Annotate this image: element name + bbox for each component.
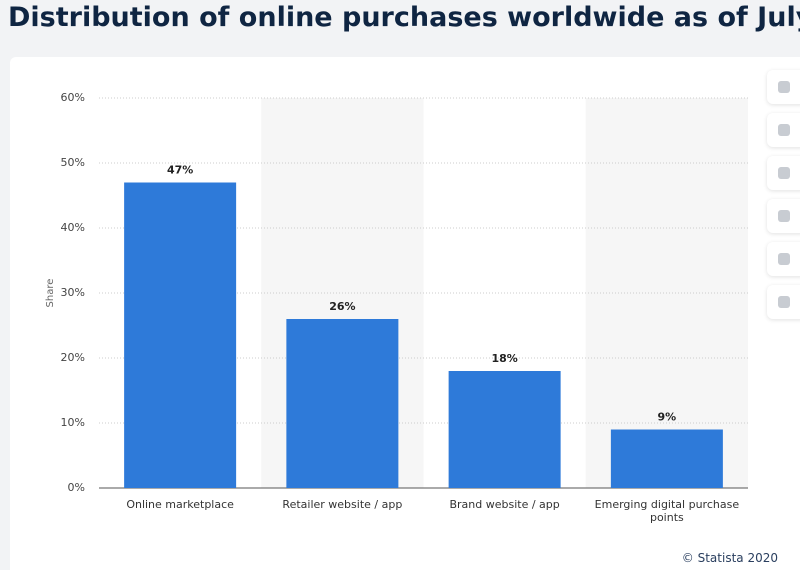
y-tick-label: 50% (61, 156, 85, 169)
y-tick-label: 30% (61, 286, 85, 299)
y-tick-label: 0% (68, 481, 85, 494)
data-label: 26% (329, 300, 355, 313)
data-label: 9% (658, 411, 677, 424)
y-tick-label: 10% (61, 416, 85, 429)
x-tick-label: Emerging digital purchase points (594, 498, 740, 524)
data-label: 47% (167, 164, 193, 177)
share-button[interactable] (767, 199, 800, 233)
bar (448, 371, 561, 488)
x-tick-label: Online marketplace (126, 498, 234, 511)
bar (286, 319, 399, 488)
bar (124, 182, 237, 488)
y-tick-label: 60% (61, 91, 85, 104)
x-tick-label: Brand website / app (449, 498, 560, 511)
source[interactable]: © Statista 2020 (681, 551, 778, 565)
data-label: 18% (491, 352, 517, 365)
cite-button[interactable] (767, 242, 800, 276)
y-tick-label: 40% (61, 221, 85, 234)
y-tick-label: 20% (61, 351, 85, 364)
x-tick-label: Retailer website / app (282, 498, 403, 511)
bar (610, 429, 723, 488)
chart-title: Distribution of online purchases worldwi… (8, 2, 800, 33)
notify-button[interactable] (767, 113, 800, 147)
y-axis-label: Share (45, 279, 56, 308)
favorite-button[interactable] (767, 70, 800, 104)
print-button[interactable] (767, 285, 800, 319)
settings-button[interactable] (767, 156, 800, 190)
